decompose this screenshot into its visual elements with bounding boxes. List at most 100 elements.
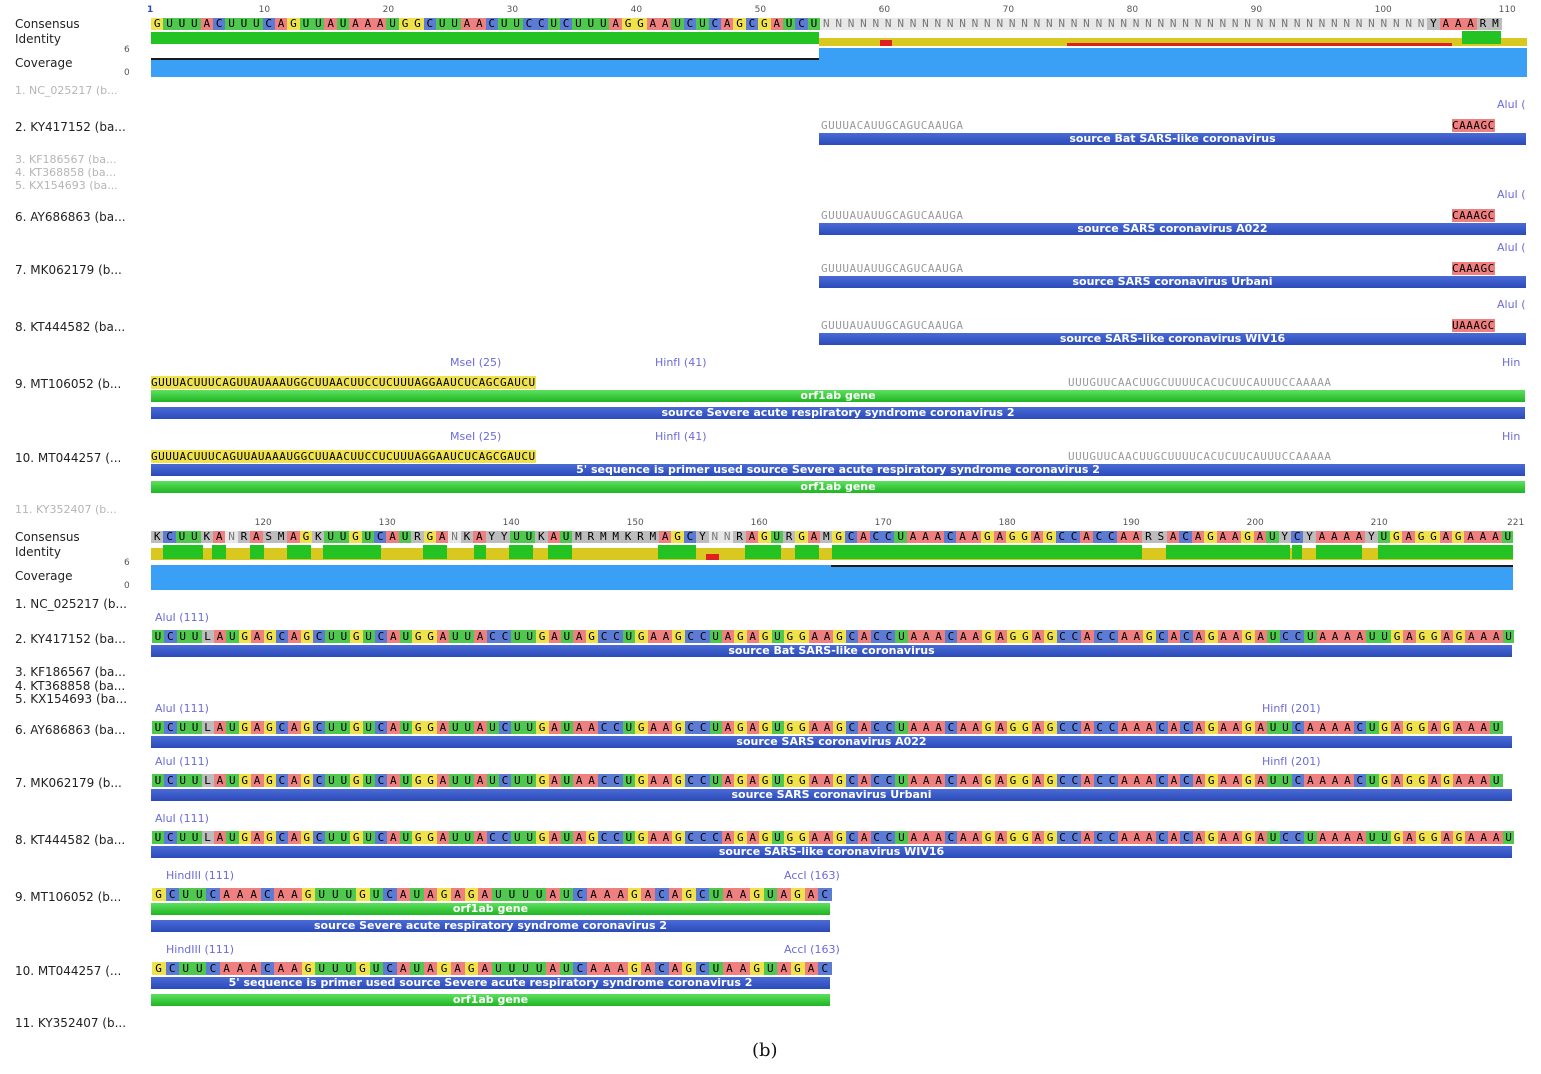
ruler-tick: 80	[1126, 5, 1139, 15]
identity-bar-full	[509, 545, 533, 559]
ruler-tick: 50	[754, 5, 767, 15]
track-label: 5. KX154693 (ba...	[15, 179, 118, 192]
consensus-label: Consensus	[15, 17, 80, 31]
source-annotation: source Severe acute respiratory syndrome…	[151, 920, 830, 932]
source-annotation: source SARS coronavirus A022	[819, 223, 1526, 235]
track-label: 4. KT368858 (ba...	[15, 679, 126, 693]
coverage-bar	[151, 60, 819, 77]
ruler-tick: 160	[750, 518, 768, 528]
restriction-site: AluI (111)	[155, 702, 209, 715]
restriction-site: Hin	[1502, 356, 1521, 369]
ruler-tick: 10	[258, 5, 271, 15]
coverage-max: 6	[124, 45, 130, 55]
ruler-tick: 60	[878, 5, 891, 15]
source-annotation: 5' sequence is primer used source Severe…	[151, 977, 830, 989]
ruler-tick: 180	[998, 518, 1016, 528]
ruler-tick: 190	[1122, 518, 1140, 528]
track-sequence-end: CAAAGC	[1452, 209, 1495, 222]
identity-bar-full	[323, 545, 381, 559]
restriction-site: AluI (111)	[155, 611, 209, 624]
ruler-tick: 130	[378, 518, 396, 528]
ruler-tick: 70	[1002, 5, 1015, 15]
identity-bar-full	[745, 545, 781, 559]
track-sequence: GUUUAUAUUGCAGUCAAUGA	[821, 319, 964, 332]
track-label: 2. KY417152 (ba...	[15, 632, 126, 646]
gene-annotation: orf1ab gene	[151, 903, 830, 915]
track-label: 11. KY352407 (b...	[15, 503, 117, 516]
track-label: 6. AY686863 (ba...	[15, 210, 126, 224]
identity-bar-full	[1462, 31, 1501, 44]
identity-bar-full	[423, 545, 447, 559]
identity-bar-partial	[819, 38, 1527, 46]
ruler-tick: 90	[1250, 5, 1263, 15]
restriction-site: AccI (163)	[784, 869, 840, 882]
restriction-site: MseI (25)	[450, 430, 502, 443]
coverage-outline	[151, 58, 819, 60]
identity-bar-low	[880, 40, 892, 46]
source-annotation: source Bat SARS-like coronavirus	[819, 133, 1526, 145]
coverage-min: 0	[124, 581, 130, 591]
identity-bar-full	[163, 545, 203, 559]
identity-bar-full	[151, 32, 819, 44]
track-label: 3. KF186567 (ba...	[15, 665, 126, 679]
identity-label: Identity	[15, 32, 61, 46]
track-label: 1. NC_025217 (b...	[15, 597, 127, 611]
track-label: 10. MT044257 (...	[15, 451, 122, 465]
restriction-site: HinfI (41)	[655, 356, 707, 369]
track-label: 8. KT444582 (ba...	[15, 833, 126, 847]
identity-bar-full	[1316, 545, 1362, 559]
restriction-site: HinfI (41)	[655, 430, 707, 443]
track-label: 2. KY417152 (ba...	[15, 120, 126, 134]
track-label: 9. MT106052 (b...	[15, 377, 122, 391]
track-sequence-end: CAAAGC	[1452, 262, 1495, 275]
track-sequence: GUUUAUAUUGCAGUCAAUGA	[821, 262, 964, 275]
source-annotation: source Bat SARS-like coronavirus	[151, 645, 1512, 657]
identity-bar-full	[658, 545, 696, 559]
track-label: 11. KY352407 (b...	[15, 1016, 127, 1030]
source-annotation: source SARS coronavirus A022	[151, 736, 1512, 748]
ruler-tick: 1	[147, 5, 154, 15]
ruler-tick: 20	[382, 5, 395, 15]
coverage-min: 0	[124, 68, 130, 78]
coverage-outline	[831, 565, 1513, 567]
track-sequence: UUUGUUCAACUUGCUUUUCACUCUUCAUUUCCAAAAA	[1068, 376, 1332, 389]
restriction-site: MseI (25)	[450, 356, 502, 369]
ruler-tick: 140	[502, 518, 520, 528]
coverage-bar	[819, 48, 1527, 77]
source-annotation: source Severe acute respiratory syndrome…	[151, 407, 1525, 419]
source-annotation: source SARS coronavirus Urbani	[819, 276, 1526, 288]
identity-bar-low	[1067, 43, 1452, 46]
track-label: 5. KX154693 (ba...	[15, 692, 128, 706]
ruler-tick: 40	[630, 5, 643, 15]
restriction-site: HindIII (111)	[166, 869, 235, 882]
restriction-site: HindIII (111)	[166, 943, 235, 956]
identity-bar-full	[1378, 545, 1513, 559]
identity-bar-full	[474, 545, 486, 559]
identity-bar-full	[795, 545, 819, 559]
track-sequence-end: CAAAGC	[1452, 119, 1495, 132]
ruler-tick: 30	[506, 5, 519, 15]
track-label: 10. MT044257 (...	[15, 964, 122, 978]
ruler-tick: 221	[1507, 518, 1525, 528]
restriction-site: Hin	[1502, 430, 1521, 443]
coverage-bar	[151, 565, 1513, 590]
source-annotation: source SARS coronavirus Urbani	[151, 789, 1512, 801]
figure-caption: (b)	[752, 1040, 778, 1061]
track-sequence: UUUGUUCAACUUGCUUUUCACUCUUCAUUUCCAAAAA	[1068, 450, 1332, 463]
track-sequence: GUUUAUAUUGCAGUCAAUGA	[821, 209, 964, 222]
ruler-tick: 200	[1246, 518, 1264, 528]
identity-bar-full	[832, 545, 1142, 559]
gene-annotation: orf1ab gene	[151, 481, 1525, 493]
track-sequence-end: UAAAGC	[1452, 319, 1495, 332]
identity-bar-full	[212, 545, 226, 559]
track-sequence: GUUUACUUUCAGUUAUAAAUGGCUUAACUUCCUCUUUAGG…	[151, 376, 536, 389]
track-label: 6. AY686863 (ba...	[15, 723, 126, 737]
track-sequence: GUUUACAUUGCAGUCAAUGA	[821, 119, 964, 132]
identity-bar-full	[1166, 545, 1290, 559]
coverage-label: Coverage	[15, 569, 73, 583]
